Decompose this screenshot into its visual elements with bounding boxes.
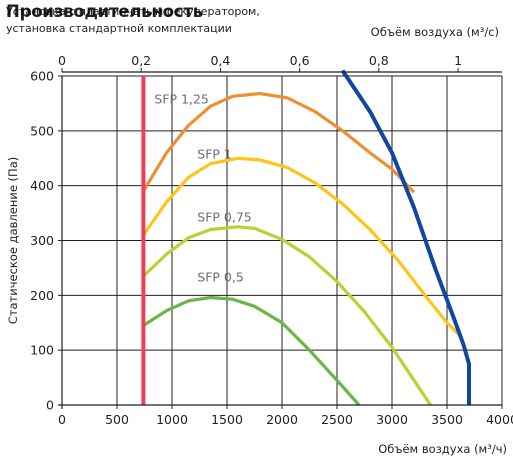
- y-tick-label-300: 300: [30, 233, 54, 248]
- x2-tick-label-1: 0,2: [131, 53, 151, 68]
- grid: [62, 75, 503, 405]
- series-line-sfp_1_25: [142, 91, 416, 194]
- x2-tick-label-4: 0,8: [369, 53, 389, 68]
- chart-title: Производительность: [6, 2, 203, 21]
- axes: [58, 68, 503, 409]
- series-label-sfp_0_75: SFP 0,75: [197, 209, 251, 224]
- x-tick-label-500: 500: [105, 412, 129, 427]
- x2-axis-title: Объём воздуха (м³/с): [371, 25, 499, 39]
- x2-tick-label-5: 1: [454, 53, 462, 68]
- x2-tick-label-0: 0: [58, 53, 66, 68]
- chart-subtitle-line1: Установка с пластинчатым рекуператором,: [6, 5, 260, 18]
- x-tick-label-3000: 3000: [376, 412, 408, 427]
- x-tick-label-2500: 2500: [321, 412, 353, 427]
- series-label-sfp_1_25: SFP 1,25: [154, 91, 208, 106]
- x-tick-label-2000: 2000: [266, 412, 298, 427]
- x2-tick-label-2: 0,4: [210, 53, 230, 68]
- y-tick-label-200: 200: [30, 288, 54, 303]
- y-tick-label-600: 600: [30, 69, 54, 84]
- series-line-sfp_0_5: [142, 295, 361, 407]
- y-tick-label-500: 500: [30, 123, 54, 138]
- series-line-sfp_1: [142, 156, 460, 335]
- series-label-sfp_0_5: SFP 0,5: [197, 270, 244, 285]
- x-tick-label-3500: 3500: [431, 412, 463, 427]
- series-line-max_limit: [340, 69, 471, 405]
- x-axis-title: Объём воздуха (м³/ч): [378, 442, 507, 456]
- chart-subtitle-line2: установка стандартной комплектации: [6, 22, 232, 35]
- x-tick-label-0: 0: [58, 412, 66, 427]
- series-lines: [141, 69, 471, 407]
- x2-tick-label-3: 0,6: [290, 53, 310, 68]
- y-tick-label-0: 0: [46, 398, 54, 413]
- x-tick-label-1500: 1500: [211, 412, 243, 427]
- y-axis-title: Статическое давление (Па): [6, 157, 20, 324]
- y-tick-label-100: 100: [30, 343, 54, 358]
- y-tick-label-400: 400: [30, 178, 54, 193]
- x-tick-label-1000: 1000: [156, 412, 188, 427]
- series-label-sfp_1: SFP 1: [197, 146, 232, 161]
- series-line-sfp_0_75: [142, 225, 432, 406]
